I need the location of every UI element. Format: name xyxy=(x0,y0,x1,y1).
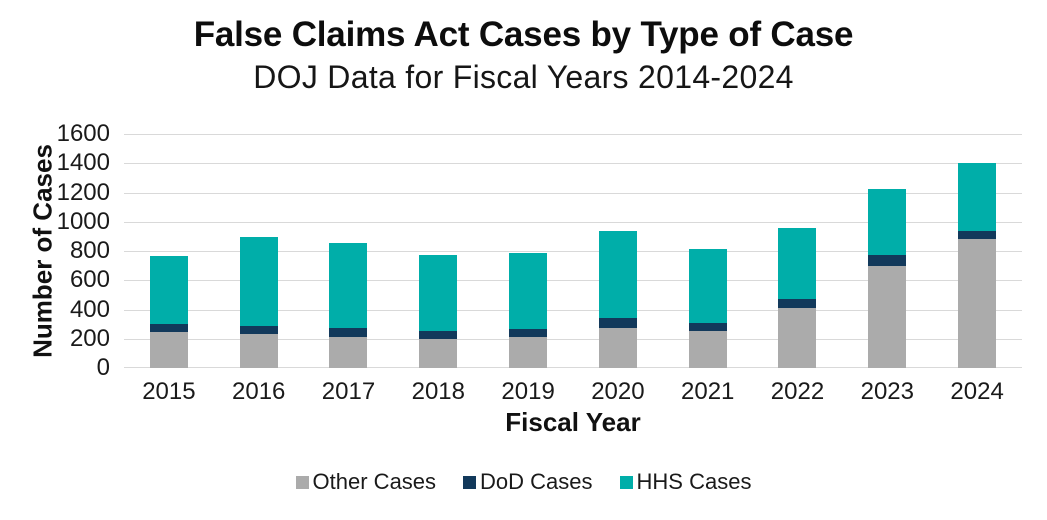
bar-2021 xyxy=(663,134,753,368)
bar-segment-other-cases-2023 xyxy=(868,265,907,368)
y-tick-label-200: 200 xyxy=(69,324,110,352)
y-tick-label-1000: 1000 xyxy=(56,207,110,235)
bar-segment-dod-cases-2015 xyxy=(149,324,188,333)
x-tick-label-2018: 2018 xyxy=(411,378,465,405)
bar-segment-hhs-cases-2023 xyxy=(868,188,907,256)
y-tick-label-800: 800 xyxy=(69,237,110,264)
legend-item-dod-cases: DoD Cases xyxy=(463,469,593,494)
bar-segment-hhs-cases-2016 xyxy=(239,237,278,326)
bar-segment-dod-cases-2021 xyxy=(688,322,727,332)
bar-segment-other-cases-2019 xyxy=(509,337,548,368)
bar-segment-dod-cases-2020 xyxy=(598,317,637,328)
bar-2020 xyxy=(573,134,663,368)
bar-2016 xyxy=(214,134,304,368)
bar-segment-other-cases-2020 xyxy=(598,327,637,368)
bar-segment-dod-cases-2024 xyxy=(958,230,997,240)
chart-subtitle: DOJ Data for Fiscal Years 2014-2024 xyxy=(253,59,794,95)
y-axis-title: Number of Cases xyxy=(27,144,58,358)
bar-2023 xyxy=(842,134,932,368)
gridline-1600 xyxy=(124,134,1022,135)
legend-swatch-hhs-cases xyxy=(619,475,633,489)
bar-segment-dod-cases-2017 xyxy=(329,327,368,337)
y-tick-label-1400: 1400 xyxy=(56,149,110,177)
bar-2018 xyxy=(393,134,483,368)
bar-segment-dod-cases-2022 xyxy=(778,299,817,309)
y-tick-label-600: 600 xyxy=(69,266,110,294)
legend-label-dod-cases: DoD Cases xyxy=(480,469,593,494)
bar-segment-other-cases-2024 xyxy=(958,239,997,368)
bar-2022 xyxy=(753,134,843,368)
gridline-600 xyxy=(124,280,1022,282)
bar-2019 xyxy=(483,134,573,368)
bar-segment-hhs-cases-2022 xyxy=(778,227,817,300)
x-tick-label-2016: 2016 xyxy=(231,378,286,405)
legend-item-hhs-cases: HHS Cases xyxy=(619,469,752,494)
bar-segment-hhs-cases-2015 xyxy=(149,256,188,325)
y-tick-label-0: 0 xyxy=(96,354,110,381)
bar-segment-other-cases-2022 xyxy=(778,308,817,368)
gridline-1000 xyxy=(124,221,1022,223)
bar-2017 xyxy=(304,134,394,368)
x-tick-label-2019: 2019 xyxy=(501,378,555,405)
bar-segment-dod-cases-2019 xyxy=(509,328,548,338)
x-axis-ticks: 2015 2016 2017 2018 2019 2020 2021 2022 2023 2024 xyxy=(124,379,1022,405)
plot-area: 0 200 400 600 800 1000 1200 1400 1600 xyxy=(57,122,1022,380)
legend-swatch-dod-cases xyxy=(463,475,477,489)
bar-2015 xyxy=(124,134,214,368)
bar-segment-hhs-cases-2018 xyxy=(419,254,458,331)
legend: Other Cases DoD Cases HHS Cases xyxy=(0,470,1047,494)
bar-segment-dod-cases-2018 xyxy=(419,330,458,339)
x-tick-label-2024: 2024 xyxy=(950,378,1004,405)
y-tick-label-400: 400 xyxy=(69,295,110,323)
gridline-0 xyxy=(124,367,1022,368)
legend-label-other-cases: Other Cases xyxy=(312,469,437,494)
x-tick-label-2021: 2021 xyxy=(680,378,735,405)
legend-item-other-cases: Other Cases xyxy=(295,469,437,494)
y-tick-label-1200: 1200 xyxy=(56,178,110,206)
bar-segment-dod-cases-2016 xyxy=(239,325,278,335)
x-axis-title: Fiscal Year xyxy=(505,407,641,437)
gridline-800 xyxy=(124,251,1022,252)
x-tick-label-2023: 2023 xyxy=(860,378,914,405)
chart-title: False Claims Act Cases by Type of Case xyxy=(193,15,854,54)
gridline-1200 xyxy=(124,192,1022,194)
bar-2024 xyxy=(932,134,1022,368)
x-tick-label-2015: 2015 xyxy=(142,378,196,405)
x-tick-label-2020: 2020 xyxy=(591,378,645,405)
gridline-200 xyxy=(124,338,1022,340)
bar-segment-other-cases-2017 xyxy=(329,336,368,368)
bar-segment-hhs-cases-2024 xyxy=(958,162,997,231)
legend-label-hhs-cases: HHS Cases xyxy=(636,469,752,494)
bar-segment-other-cases-2018 xyxy=(419,338,458,368)
bar-segment-hhs-cases-2019 xyxy=(509,253,548,329)
bar-segment-dod-cases-2023 xyxy=(868,255,907,266)
gridline-400 xyxy=(124,309,1022,311)
bar-segment-other-cases-2015 xyxy=(149,332,188,368)
bar-segment-hhs-cases-2020 xyxy=(598,231,637,318)
bar-segment-other-cases-2021 xyxy=(688,331,727,368)
x-tick-label-2017: 2017 xyxy=(321,378,376,405)
bar-segment-hhs-cases-2021 xyxy=(688,248,727,323)
bar-segment-hhs-cases-2017 xyxy=(329,242,368,328)
bar-segment-other-cases-2016 xyxy=(239,334,278,368)
x-tick-label-2022: 2022 xyxy=(770,378,825,405)
gridline-1400 xyxy=(124,163,1022,165)
y-tick-label-1600: 1600 xyxy=(56,120,110,147)
legend-swatch-other-cases xyxy=(295,475,309,489)
